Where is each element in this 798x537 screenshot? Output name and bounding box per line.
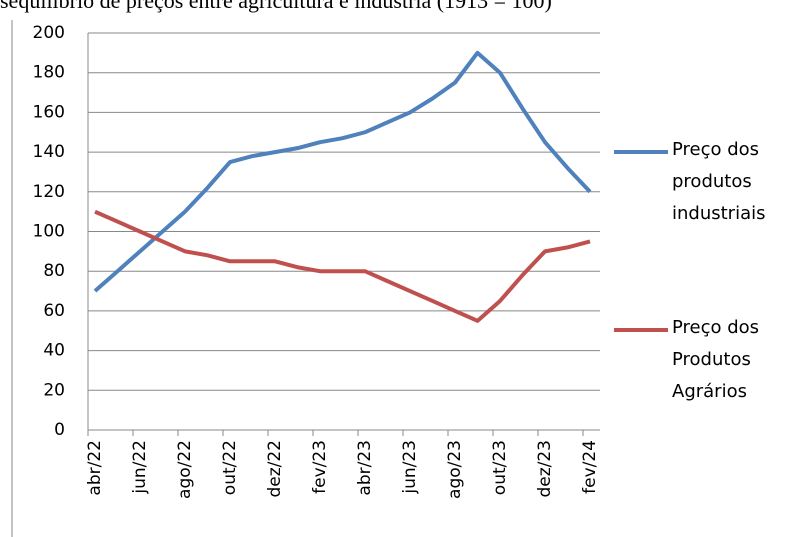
x-tick-label: ago/22 <box>175 440 195 499</box>
x-tick-label: jun/22 <box>130 440 150 495</box>
y-tick-label: 20 <box>43 380 65 400</box>
y-tick-label: 60 <box>43 301 65 321</box>
y-tick-label: 100 <box>33 222 65 242</box>
x-tick-label: jun/23 <box>400 440 420 495</box>
chart-title: sequilíbrio de preços entre agricultura … <box>0 0 552 13</box>
legend-entry: Preço dos Produtos Agrários <box>672 317 760 402</box>
x-tick-label: dez/22 <box>265 440 285 498</box>
y-tick-label: 120 <box>33 182 65 202</box>
y-tick-label: 180 <box>33 63 65 83</box>
x-tick-label: fev/23 <box>310 440 330 494</box>
x-tick-label: fev/24 <box>580 440 600 494</box>
y-tick-label: 160 <box>33 102 65 122</box>
x-tick-label: dez/23 <box>535 440 555 498</box>
x-tick-label: abr/22 <box>85 440 105 496</box>
x-tick-label: out/22 <box>220 440 240 495</box>
y-tick-label: 200 <box>33 23 65 43</box>
y-tick-label: 0 <box>54 420 65 440</box>
y-tick-label: 40 <box>43 341 65 361</box>
y-tick-label: 140 <box>33 142 65 162</box>
x-tick-label: out/23 <box>490 440 510 495</box>
series-line <box>93 50 592 293</box>
y-tick-label: 80 <box>43 261 65 281</box>
x-tick-label: ago/23 <box>445 440 465 499</box>
x-tick-label: abr/23 <box>355 440 375 496</box>
legend-entry: Preço dos produtos industriais <box>672 139 766 224</box>
series-line <box>94 209 591 323</box>
